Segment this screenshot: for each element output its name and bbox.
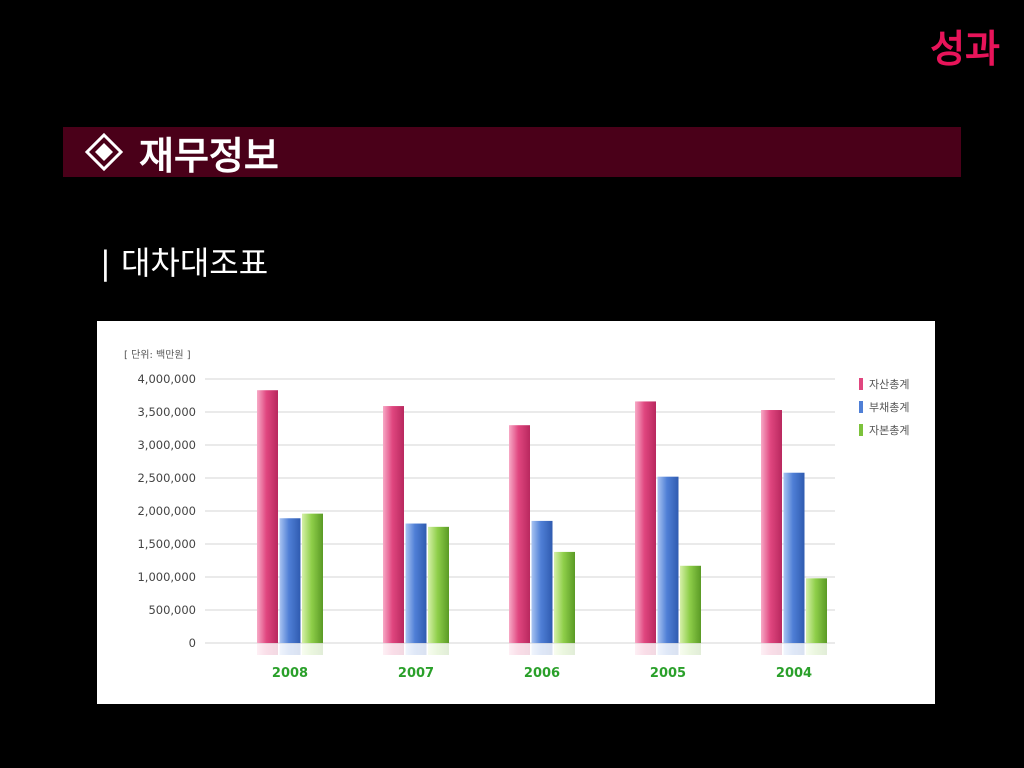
x-category-label: 2004 <box>776 666 812 681</box>
y-tick-label: 4,000,000 <box>137 372 196 386</box>
legend-swatch <box>859 378 863 390</box>
bar-2005-1 <box>657 476 679 643</box>
bar-2007-2 <box>428 526 449 643</box>
x-category-label: 2006 <box>524 666 560 681</box>
bar-reflection <box>279 643 301 655</box>
bar-2005-0 <box>635 401 656 643</box>
section-title: 재무정보 <box>139 133 279 178</box>
bar-reflection <box>383 643 404 655</box>
x-category-label: 2008 <box>272 666 308 681</box>
bar-reflection <box>302 643 323 655</box>
bar-2007-0 <box>383 406 404 643</box>
bar-2008-0 <box>257 390 278 643</box>
bar-reflection <box>257 643 278 655</box>
legend-label: 자산총계 <box>869 378 909 391</box>
bar-reflection <box>531 643 553 655</box>
y-tick-label: 3,500,000 <box>137 405 196 419</box>
bar-2005-2 <box>680 565 701 643</box>
chart-unit-label: [ 단위: 백만원 ] <box>124 348 191 361</box>
x-category-label: 2007 <box>398 666 434 681</box>
page-subtitle: | 대차대조표 <box>100 244 269 282</box>
bar-reflection <box>761 643 782 655</box>
y-tick-label: 2,000,000 <box>137 504 196 518</box>
y-tick-label: 2,500,000 <box>137 471 196 485</box>
y-tick-label: 1,500,000 <box>137 537 196 551</box>
bar-2004-1 <box>783 472 805 643</box>
diamond-icon <box>85 133 123 171</box>
bar-reflection <box>783 643 805 655</box>
bar-2006-1 <box>531 520 553 643</box>
legend-swatch <box>859 401 863 413</box>
chart-panel: [ 단위: 백만원 ] 0 500,000 1,000,000 1,500,000 2,0… <box>97 321 935 704</box>
bar-2007-1 <box>405 523 427 643</box>
bar-2004-0 <box>761 410 782 643</box>
page-corner-title: 성과 <box>930 27 1000 71</box>
bar-reflection <box>554 643 575 655</box>
bar-reflection <box>680 643 701 655</box>
legend-swatch <box>859 424 863 436</box>
bar-2006-2 <box>554 551 575 643</box>
y-tick-label: 0 <box>189 636 196 650</box>
legend-label: 자본총계 <box>869 424 909 437</box>
y-tick-label: 1,000,000 <box>137 570 196 584</box>
bar-reflection <box>509 643 530 655</box>
bar-reflection <box>428 643 449 655</box>
bar-2008-2 <box>302 513 323 643</box>
bar-reflection <box>405 643 427 655</box>
bar-2004-2 <box>806 578 827 643</box>
bar-2008-1 <box>279 518 301 643</box>
x-category-label: 2005 <box>650 666 686 681</box>
legend-label: 부채총계 <box>869 401 909 414</box>
bar-reflection <box>806 643 827 655</box>
y-tick-label: 500,000 <box>148 603 196 617</box>
section-banner: 재무정보 <box>63 127 961 178</box>
bar-2006-0 <box>509 425 530 643</box>
bar-reflection <box>657 643 679 655</box>
y-tick-label: 3,000,000 <box>137 438 196 452</box>
bar-chart: [ 단위: 백만원 ] 0 500,000 1,000,000 1,500,000 2,0… <box>124 348 909 681</box>
bar-reflection <box>635 643 656 655</box>
